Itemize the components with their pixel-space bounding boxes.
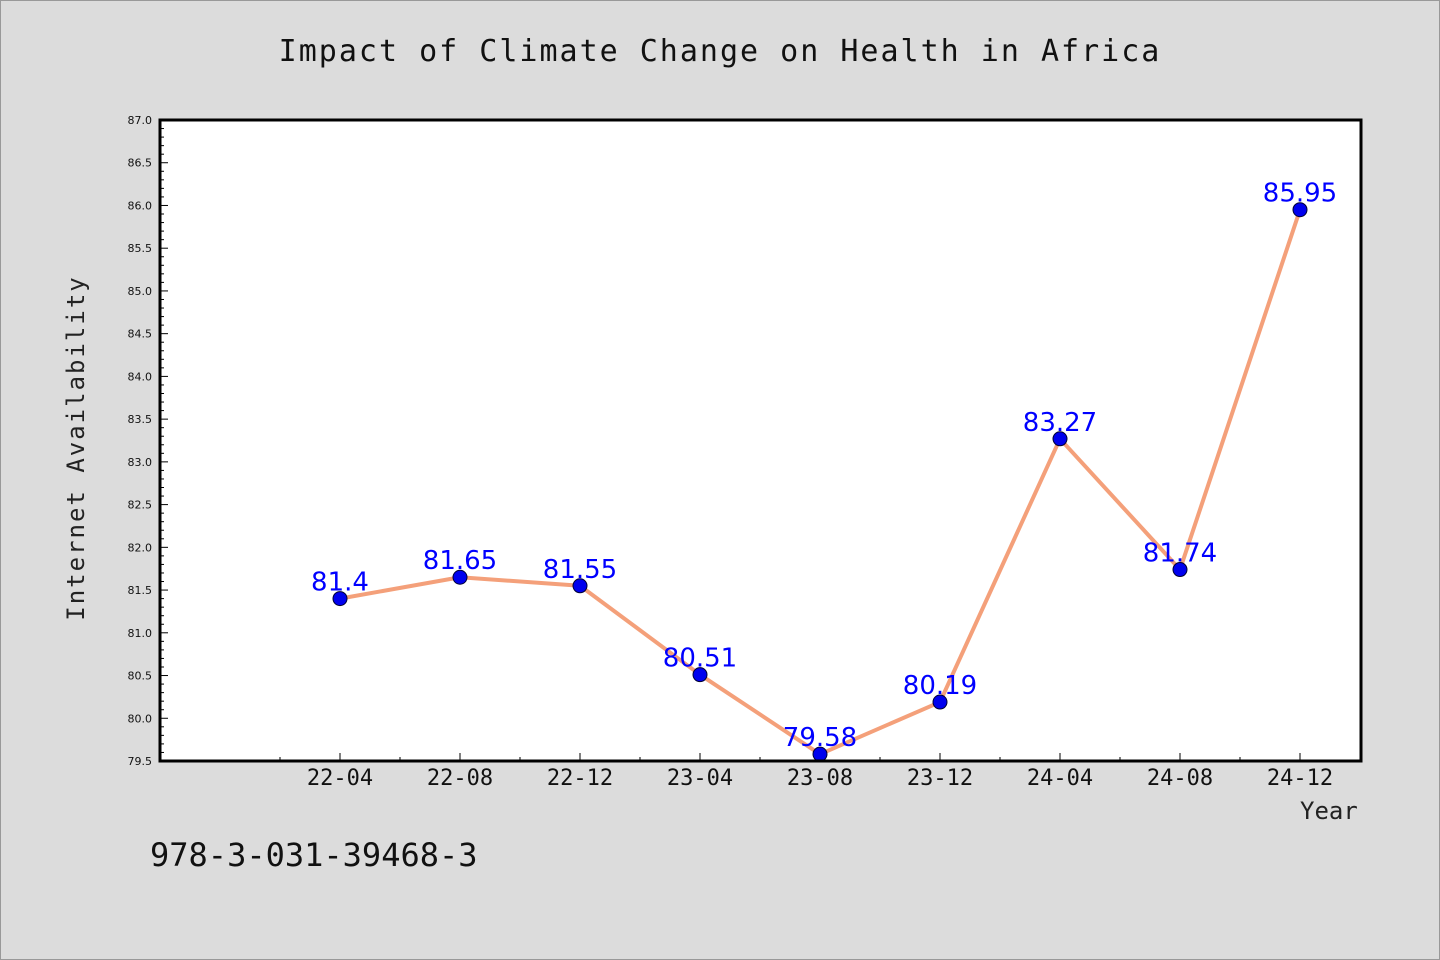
data-label: 79.58: [783, 723, 857, 753]
x-tick-label: 22-08: [427, 766, 493, 791]
y-tick-label: 84.0: [128, 370, 153, 383]
x-tick-label: 23-04: [667, 766, 733, 791]
y-tick-label: 84.5: [128, 328, 153, 341]
x-axis-label: Year: [1300, 797, 1358, 825]
y-tick-label: 80.5: [128, 670, 153, 683]
x-tick-label: 24-08: [1147, 766, 1213, 791]
x-tick-label: 24-04: [1027, 766, 1093, 791]
y-tick-label: 87.0: [128, 114, 153, 127]
y-tick-label: 82.0: [128, 541, 153, 554]
x-tick-label: 22-04: [307, 766, 373, 791]
data-label: 81.65: [423, 546, 497, 576]
y-tick-label: 83.0: [128, 456, 153, 469]
data-label: 81.55: [543, 555, 617, 585]
plot-area: [160, 120, 1361, 761]
data-label: 80.19: [903, 671, 977, 701]
x-tick-label: 24-12: [1267, 766, 1333, 791]
y-tick-label: 86.0: [128, 199, 153, 212]
y-tick-label: 81.5: [128, 584, 153, 597]
y-tick-label: 85.5: [128, 242, 153, 255]
isbn-annotation: 978-3-031-39468-3: [150, 836, 478, 874]
y-tick-label: 82.5: [128, 499, 153, 512]
y-tick-label: 85.0: [128, 285, 153, 298]
data-label: 83.27: [1023, 408, 1097, 438]
data-label: 81.74: [1143, 539, 1217, 569]
y-tick-label: 79.5: [128, 755, 153, 768]
y-tick-label: 86.5: [128, 157, 153, 170]
data-label: 80.51: [663, 644, 737, 674]
data-label: 85.95: [1263, 179, 1337, 209]
y-tick-label: 81.0: [128, 627, 153, 640]
x-tick-label: 23-08: [787, 766, 853, 791]
x-tick-label: 23-12: [907, 766, 973, 791]
data-label: 81.4: [311, 568, 369, 598]
x-tick-label: 22-12: [547, 766, 613, 791]
y-axis-label: Internet Availability: [62, 275, 90, 620]
y-tick-label: 83.5: [128, 413, 153, 426]
y-tick-label: 80.0: [128, 712, 153, 725]
